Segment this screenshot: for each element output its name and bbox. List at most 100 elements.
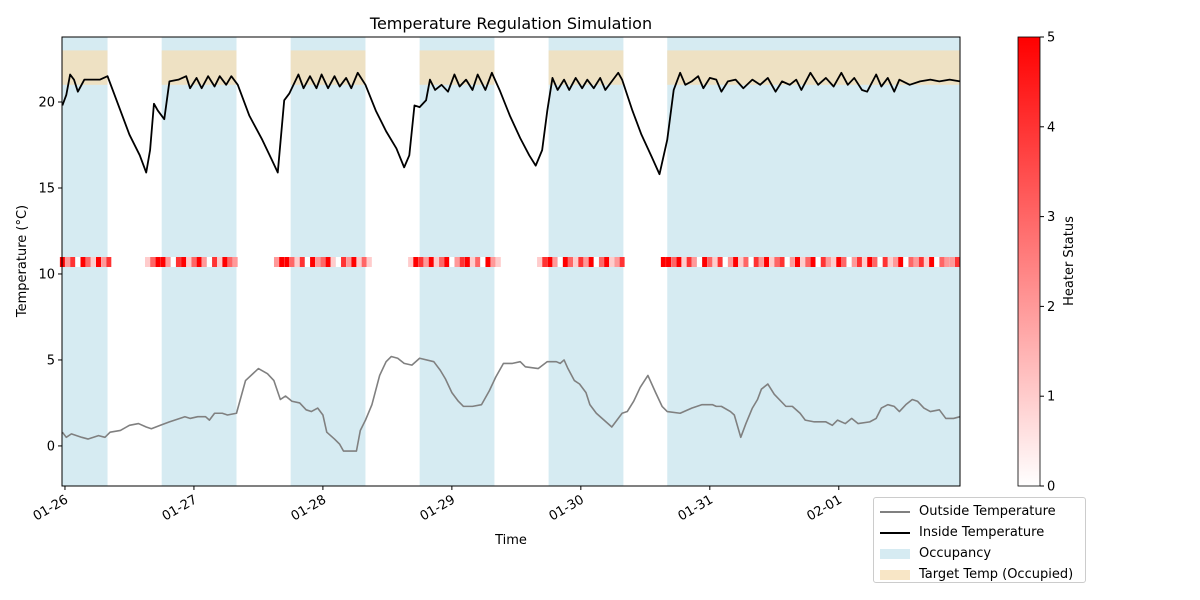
heater-mark	[433, 257, 439, 267]
heater-mark	[175, 257, 181, 267]
heater-mark	[196, 257, 202, 267]
heater-mark	[800, 257, 806, 267]
y-tick-label: 5	[47, 353, 55, 368]
heater-mark	[903, 257, 909, 267]
axes-frame	[61, 36, 961, 487]
heater-mark	[454, 257, 460, 267]
heater-mark	[537, 257, 543, 267]
x-tick-label: 01-28	[289, 492, 329, 524]
legend-patch	[880, 548, 910, 559]
heater-mark	[717, 257, 723, 267]
heater-mark	[676, 257, 682, 267]
heater-mark	[769, 257, 775, 267]
heater-mark	[485, 257, 491, 267]
heater-mark	[877, 257, 883, 267]
heater-mark	[160, 257, 166, 267]
heater-mark	[944, 257, 950, 267]
heater-mark	[825, 257, 831, 267]
x-tick-label: 01-26	[31, 492, 71, 524]
x-tick-label: 01-31	[676, 492, 716, 524]
heater-mark	[90, 257, 96, 267]
x-axis-label: Time	[494, 533, 527, 548]
heater-mark	[934, 257, 940, 267]
colorbar-tick-label: 3	[1047, 210, 1055, 225]
heater-mark	[542, 257, 548, 267]
heater-mark	[867, 257, 873, 267]
colorbar-tick-label: 1	[1047, 390, 1055, 405]
heater-mark	[294, 257, 300, 267]
legend-item: Target Temp (Occupied)	[880, 564, 1079, 585]
heater-mark	[222, 257, 228, 267]
heater-mark	[402, 257, 408, 267]
heater-mark	[335, 257, 341, 267]
heater-mark	[206, 257, 212, 267]
heater-mark	[712, 257, 718, 267]
heater-mark	[748, 257, 754, 267]
target-band	[161, 50, 237, 85]
heater-mark	[954, 257, 960, 267]
heater-mark	[346, 257, 352, 267]
heater-mark	[795, 257, 801, 267]
legend-label: Target Temp (Occupied)	[919, 567, 1074, 582]
target-band	[290, 50, 366, 85]
legend-item: Inside Temperature	[880, 522, 1079, 543]
heater-mark	[671, 257, 677, 267]
series-line	[61, 355, 961, 452]
colorbar	[1017, 36, 1041, 487]
heater-mark	[325, 257, 331, 267]
heater-mark	[727, 257, 733, 267]
heater-mark	[841, 257, 847, 267]
heater-mark	[604, 257, 610, 267]
legend-label: Occupancy	[919, 546, 992, 561]
chart-title: Temperature Regulation Simulation	[369, 14, 652, 33]
target-band	[667, 50, 960, 85]
heater-mark	[758, 257, 764, 267]
colorbar-tick-label: 4	[1047, 120, 1055, 135]
heater-mark	[805, 257, 811, 267]
legend-item: Occupancy	[880, 543, 1079, 564]
series-line	[61, 71, 961, 176]
heater-mark	[681, 257, 687, 267]
heater-mark	[351, 257, 357, 267]
heater-mark	[588, 257, 594, 267]
heater-mark	[764, 257, 770, 267]
heater-mark	[923, 257, 929, 267]
heater-mark	[299, 257, 305, 267]
heater-mark	[361, 257, 367, 267]
heater-mark	[165, 257, 171, 267]
heater-mark	[753, 257, 759, 267]
heater-mark	[191, 257, 197, 267]
heater-mark	[666, 257, 672, 267]
heater-mark	[779, 257, 785, 267]
heater-mark	[80, 257, 86, 267]
legend-label: Inside Temperature	[919, 525, 1045, 540]
heater-mark	[887, 257, 893, 267]
heater-mark	[686, 257, 692, 267]
heater-mark	[893, 257, 899, 267]
heater-mark	[408, 257, 414, 267]
heater-mark	[237, 257, 243, 267]
colorbar-tick-label: 2	[1047, 300, 1055, 315]
heater-mark	[702, 257, 708, 267]
heater-mark	[95, 257, 101, 267]
heater-mark	[593, 257, 599, 267]
heater-mark	[418, 257, 424, 267]
x-tick-label: 01-27	[160, 492, 200, 524]
heater-mark	[856, 257, 862, 267]
heater-mark	[908, 257, 914, 267]
heater-mark	[862, 257, 868, 267]
heater-mark	[304, 257, 310, 267]
heater-mark	[464, 257, 470, 267]
heater-mark	[872, 257, 878, 267]
legend-item: Outside Temperature	[880, 501, 1079, 522]
heater-mark	[449, 257, 455, 267]
colorbar-tick-label: 0	[1047, 480, 1055, 495]
heater-mark	[70, 257, 76, 267]
heater-mark	[660, 257, 666, 267]
heater-mark	[815, 257, 821, 267]
heater-mark	[232, 257, 238, 267]
heater-mark	[831, 257, 837, 267]
heater-mark	[578, 257, 584, 267]
heater-mark	[201, 257, 207, 267]
legend-patch	[880, 569, 910, 580]
